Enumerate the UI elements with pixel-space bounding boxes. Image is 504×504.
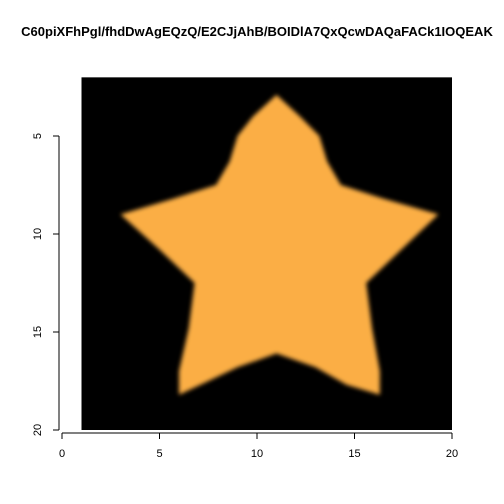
y-tick-label: 10: [32, 228, 44, 240]
x-tick-label: 5: [156, 448, 162, 460]
x-tick-label: 10: [251, 448, 263, 460]
x-axis: 0 5 10 15 20: [59, 432, 458, 460]
x-tick-label: 15: [348, 448, 360, 460]
star-shape: [120, 94, 439, 395]
y-tick-label: 15: [32, 326, 44, 338]
chart-title: C60piXFhPgl/fhdDwAgEQzQ/E2CJjAhB/BOIDlA7…: [21, 24, 493, 39]
y-tick-label: 5: [32, 133, 44, 139]
x-tick-label: 0: [59, 448, 65, 460]
y-axis: 5 10 15 20: [32, 133, 60, 436]
y-tick-label: 20: [32, 424, 44, 436]
x-tick-label: 20: [446, 448, 458, 460]
